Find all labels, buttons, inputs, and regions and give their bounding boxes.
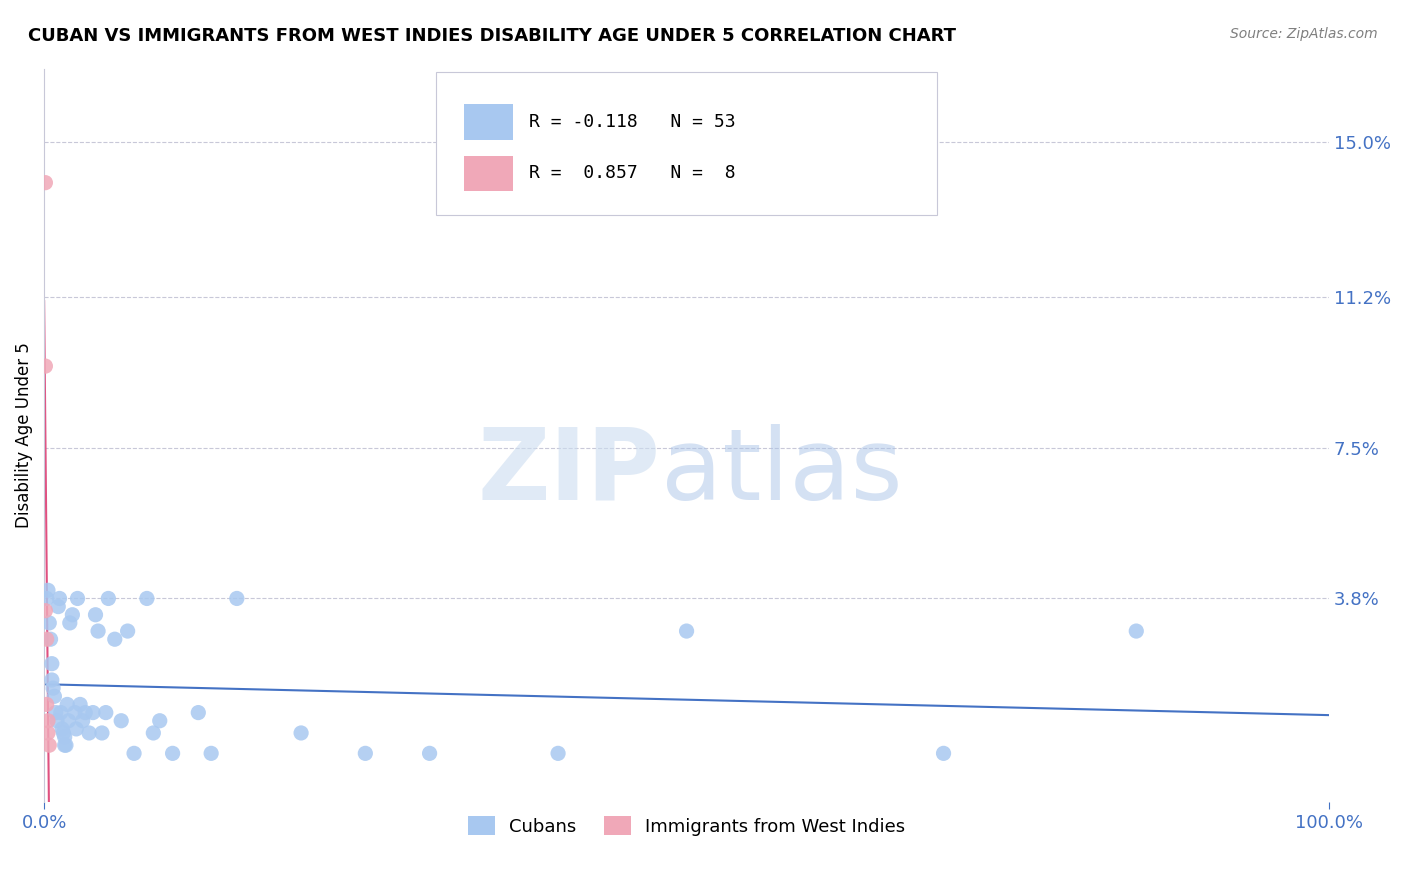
Point <box>59 615 82 630</box>
Point <box>225 591 247 606</box>
Point <box>44 690 66 704</box>
Point <box>82 706 104 720</box>
Text: R =  0.857   N =  8: R = 0.857 N = 8 <box>529 164 735 183</box>
Point <box>135 591 157 606</box>
Point <box>97 591 120 606</box>
Point <box>66 591 89 606</box>
Point <box>35 698 58 712</box>
Point <box>49 706 72 720</box>
Point <box>547 747 569 761</box>
Point <box>51 722 73 736</box>
Point <box>53 738 76 752</box>
Point <box>35 591 58 606</box>
Point <box>55 738 77 752</box>
Point <box>39 632 62 647</box>
Text: Source: ZipAtlas.com: Source: ZipAtlas.com <box>1230 27 1378 41</box>
Point <box>87 624 110 638</box>
Point <box>675 624 697 638</box>
FancyBboxPatch shape <box>464 104 513 140</box>
Point <box>1125 624 1147 638</box>
Point <box>46 714 69 728</box>
Legend: Cubans, Immigrants from West Indies: Cubans, Immigrants from West Indies <box>458 807 914 845</box>
Y-axis label: Disability Age Under 5: Disability Age Under 5 <box>15 343 32 528</box>
FancyBboxPatch shape <box>436 72 938 215</box>
Point <box>354 747 377 761</box>
Point <box>52 726 75 740</box>
Point <box>37 583 59 598</box>
Point <box>34 359 56 373</box>
FancyBboxPatch shape <box>464 156 513 191</box>
Point <box>65 722 87 736</box>
Point <box>58 714 80 728</box>
Point <box>56 698 79 712</box>
Point <box>38 738 60 752</box>
Point <box>37 714 59 728</box>
Point <box>34 604 56 618</box>
Point <box>48 591 70 606</box>
Point <box>69 698 91 712</box>
Point <box>46 599 69 614</box>
Point <box>187 706 209 720</box>
Point <box>419 747 441 761</box>
Text: CUBAN VS IMMIGRANTS FROM WEST INDIES DISABILITY AGE UNDER 5 CORRELATION CHART: CUBAN VS IMMIGRANTS FROM WEST INDIES DIS… <box>28 27 956 45</box>
Point <box>53 730 76 744</box>
Point <box>162 747 184 761</box>
Point <box>37 726 59 740</box>
Point <box>72 714 94 728</box>
Point <box>42 681 65 695</box>
Text: atlas: atlas <box>661 424 903 521</box>
Point <box>110 714 132 728</box>
Point <box>149 714 172 728</box>
Point <box>41 673 63 687</box>
Text: ZIP: ZIP <box>478 424 661 521</box>
Point <box>45 706 67 720</box>
Point <box>142 726 165 740</box>
Point <box>34 176 56 190</box>
Text: R = -0.118   N = 53: R = -0.118 N = 53 <box>529 113 735 131</box>
Point <box>104 632 127 647</box>
Point <box>117 624 139 638</box>
Point <box>90 726 112 740</box>
Point <box>77 726 100 740</box>
Point <box>122 747 145 761</box>
Point <box>290 726 312 740</box>
Point <box>63 706 86 720</box>
Point <box>75 706 97 720</box>
Point <box>94 706 117 720</box>
Point <box>41 657 63 671</box>
Point <box>932 747 955 761</box>
Point <box>84 607 107 622</box>
Point <box>35 632 58 647</box>
Point <box>60 607 83 622</box>
Point <box>38 615 60 630</box>
Point <box>200 747 222 761</box>
